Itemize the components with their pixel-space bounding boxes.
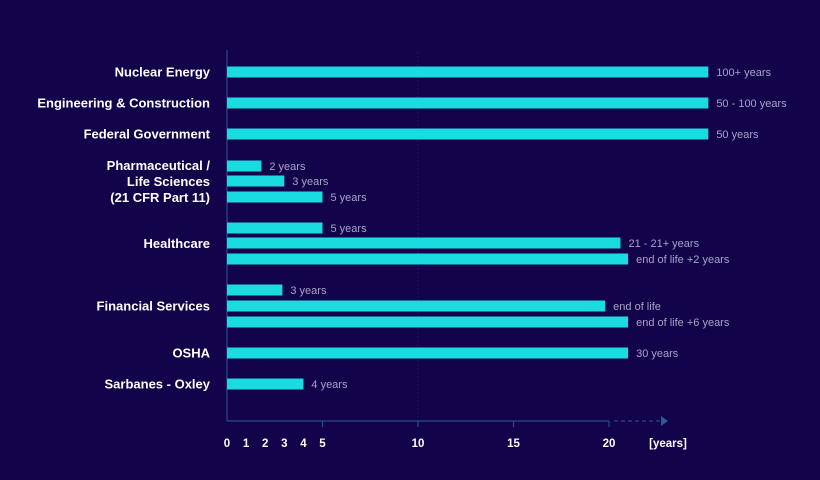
x-tick-label: 4 [300, 438, 307, 450]
bar [227, 191, 323, 203]
x-tick-label: 10 [412, 438, 425, 450]
bar [227, 300, 606, 312]
category-label: Engineering & Construction [37, 96, 210, 111]
x-tick-label: 0 [224, 438, 230, 450]
bar-value-label: 50 years [716, 129, 759, 141]
bar [227, 175, 285, 187]
x-tick-label: 20 [603, 438, 616, 450]
bar-value-label: 3 years [292, 176, 329, 188]
category-label: Pharmaceutical / [107, 158, 211, 173]
bar [227, 237, 621, 249]
bar [227, 66, 709, 78]
bar [227, 347, 629, 359]
bar-value-label: 3 years [290, 285, 327, 297]
bar-value-label: end of life [613, 301, 661, 313]
bar-value-label: 50 - 100 years [716, 98, 787, 110]
x-tick-label: 1 [243, 438, 250, 450]
bar-value-label: 21 - 21+ years [628, 238, 699, 250]
category-label: Federal Government [84, 127, 211, 142]
category-label: (21 CFR Part 11) [110, 190, 210, 205]
x-tick-label: 2 [262, 438, 268, 450]
bar-value-label: 100+ years [716, 67, 771, 79]
bar [227, 316, 629, 328]
bar-value-label: 5 years [331, 192, 368, 204]
category-label: Life Sciences [127, 174, 210, 189]
axis-arrow-icon [661, 416, 668, 426]
category-label: OSHA [172, 346, 210, 361]
x-tick-label: 3 [281, 438, 287, 450]
bar-value-label: 4 years [311, 379, 348, 391]
bar-value-label: 2 years [269, 161, 306, 173]
category-label: Nuclear Energy [115, 65, 211, 80]
category-label: Sarbanes - Oxley [105, 377, 211, 392]
bar-value-label: end of life +2 years [636, 254, 730, 266]
bar [227, 128, 709, 140]
bar [227, 253, 629, 265]
x-axis-label: [years] [649, 438, 687, 450]
category-label: Healthcare [144, 236, 210, 251]
bar [227, 378, 304, 390]
bar-value-label: 5 years [331, 223, 368, 235]
x-tick-label: 5 [319, 438, 326, 450]
category-label: Financial Services [97, 299, 210, 314]
bar-value-label: 30 years [636, 348, 679, 360]
bar [227, 284, 283, 296]
bar-value-label: end of life +6 years [636, 317, 730, 329]
bar [227, 222, 323, 234]
x-tick-label: 15 [507, 438, 520, 450]
bar [227, 160, 262, 172]
bar [227, 97, 709, 109]
